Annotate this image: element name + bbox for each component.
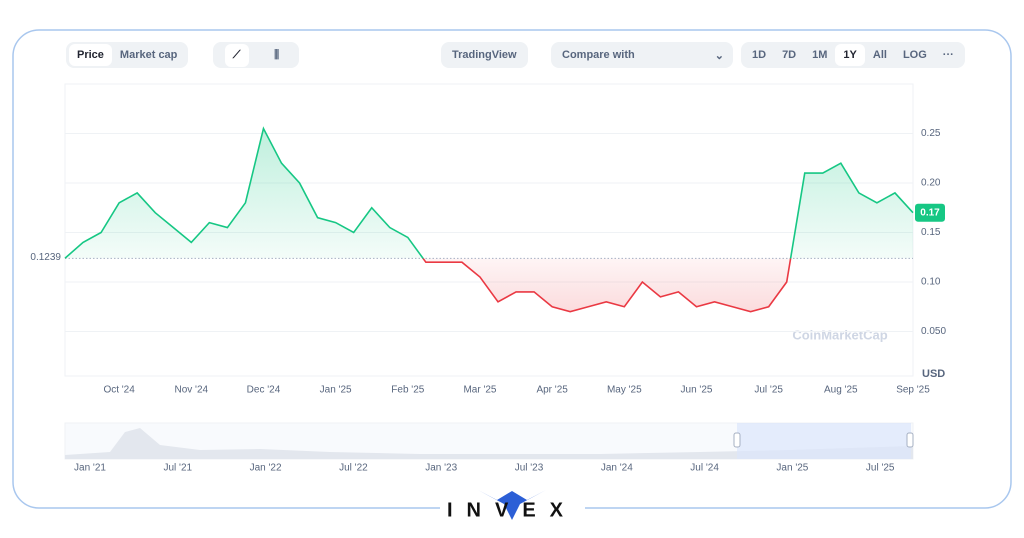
navigator-label: Jan '23: [425, 463, 457, 474]
baseline-label: 0.1239: [30, 252, 61, 263]
navigator-label: Jan '25: [776, 463, 808, 474]
navigator-label: Jul '25: [866, 463, 895, 474]
navigator-handle[interactable]: [733, 432, 741, 448]
navigator-label: Jul '23: [515, 463, 544, 474]
x-tick-label: Oct '24: [103, 385, 135, 396]
y-tick-label: 0.25: [921, 128, 941, 139]
area: [65, 128, 913, 312]
navigator-selection[interactable]: [737, 423, 911, 459]
line-style[interactable]: ⟋: [224, 43, 249, 67]
price-line: [64, 126, 914, 313]
tab[interactable]: Price: [69, 44, 112, 66]
range-button[interactable]: All: [872, 49, 887, 61]
range-group: 1D 7D 1M 1Y All LOG ···: [741, 42, 965, 68]
more[interactable]: ···: [942, 49, 954, 61]
tab[interactable]: Market cap: [119, 49, 178, 61]
logo-mark: [478, 490, 546, 520]
brand: INVEX: [447, 499, 577, 521]
navigator-area: [65, 428, 913, 459]
x-tick-label: Sep '25: [896, 385, 930, 396]
x-tick-label: Dec '24: [247, 385, 281, 396]
y-tick-label: 0.15: [921, 227, 941, 238]
navigator-label: Jan '22: [250, 463, 282, 474]
range-button[interactable]: LOG: [902, 49, 927, 61]
tradingview-label: TradingView: [452, 49, 517, 61]
x-tick-label: Feb '25: [391, 385, 424, 396]
x-tick-label: Jul '25: [754, 385, 783, 396]
range-button[interactable]: 1Y: [835, 44, 865, 66]
tab-group: Price Market cap: [66, 42, 189, 68]
navigator-label: Jan '21: [74, 463, 106, 474]
navigator-handle[interactable]: [906, 432, 914, 448]
x-tick-label: May '25: [607, 385, 642, 396]
y-tick-label: 0.10: [921, 277, 941, 288]
x-tick-label: Apr '25: [536, 385, 568, 396]
last-price-label: 0.17: [920, 207, 940, 218]
x-tick-label: Nov '24: [175, 385, 209, 396]
range-button[interactable]: 1M: [812, 49, 828, 61]
chart-style-group: ⟋ ⫼: [213, 42, 299, 68]
x-tick-label: Aug '25: [824, 385, 858, 396]
y-unit: USD: [922, 368, 945, 380]
y-tick-label: 0.20: [921, 178, 941, 189]
chevron: ⌄: [714, 49, 724, 62]
compare-label: Compare with: [562, 49, 635, 61]
navigator-label: Jul '24: [690, 463, 719, 474]
watermark: CoinMarketCap: [792, 327, 887, 342]
tradingview[interactable]: TradingView: [441, 42, 528, 68]
range-button[interactable]: 7D: [782, 49, 797, 61]
navigator-label: Jul '21: [164, 463, 193, 474]
last-price-box: [915, 203, 945, 222]
y-tick-label: 0.050: [921, 326, 946, 337]
navigator-label: Jul '22: [339, 463, 368, 474]
navigator-label: Jan '24: [601, 463, 633, 474]
candle-style[interactable]: ⫼: [274, 48, 280, 61]
x-tick-label: Mar '25: [463, 385, 496, 396]
compare[interactable]: Compare with ⌄: [551, 42, 733, 68]
range-button[interactable]: 1D: [752, 49, 767, 61]
x-tick-label: Jun '25: [681, 385, 713, 396]
x-tick-label: Jan '25: [320, 385, 352, 396]
